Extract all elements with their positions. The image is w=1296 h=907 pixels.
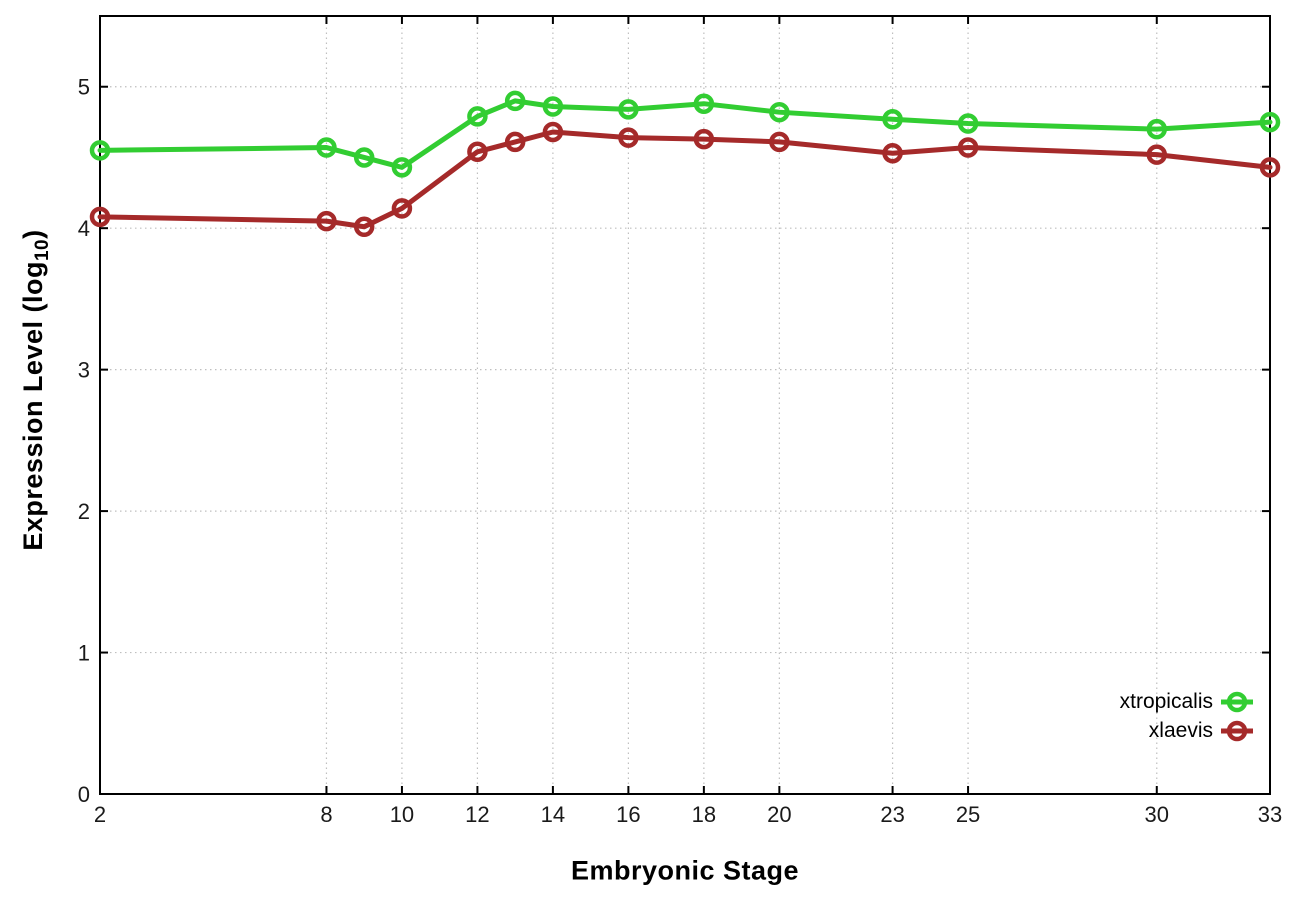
x-tick-label: 12 <box>465 802 489 827</box>
y-axis-title: Expression Level (log10) <box>18 229 54 550</box>
x-tick-label: 23 <box>880 802 904 827</box>
data-point-xlaevis <box>1146 144 1168 165</box>
data-point-xtropicalis <box>1259 111 1281 133</box>
x-tick-label: 25 <box>956 802 980 827</box>
data-point-xtropicalis <box>769 101 790 123</box>
data-point-xlaevis <box>693 128 715 150</box>
y-tick-label: 3 <box>78 358 90 383</box>
y-axis-title-subscript: 10 <box>32 238 53 262</box>
x-tick-label: 30 <box>1145 802 1169 827</box>
x-tick-label: 8 <box>320 802 332 827</box>
data-point-xtropicalis <box>89 140 111 161</box>
x-tick-label: 20 <box>767 802 791 827</box>
data-point-xlaevis <box>618 127 639 148</box>
data-point-xlaevis <box>1259 157 1281 178</box>
legend-marker-point-xlaevis <box>1226 720 1248 742</box>
data-point-xlaevis <box>769 131 790 153</box>
data-point-xtropicalis <box>504 90 526 112</box>
plot-border <box>99 15 1271 795</box>
y-tick-label: 4 <box>78 216 90 241</box>
data-point-xlaevis <box>542 121 564 143</box>
x-tick-label: 2 <box>94 802 106 827</box>
x-tick-label: 16 <box>616 802 640 827</box>
data-point-xlaevis <box>467 141 488 163</box>
y-tick-label: 1 <box>78 641 90 666</box>
data-point-xtropicalis <box>1146 118 1168 140</box>
data-point-xlaevis <box>353 216 375 238</box>
legend-label-xtropicalis: xtropicalis <box>1119 690 1213 713</box>
legend-item-xtropicalis: xtropicalis <box>1120 687 1213 716</box>
data-point-xtropicalis <box>693 93 715 114</box>
y-tick-label: 5 <box>78 75 90 100</box>
y-tick-label: 2 <box>78 499 90 524</box>
legend-item-xlaevis: xlaevis <box>1120 716 1213 745</box>
legend-label-xlaevis: xlaevis <box>1148 719 1213 742</box>
data-point-xtropicalis <box>467 106 488 127</box>
x-tick-label: 14 <box>541 802 565 827</box>
x-tick-label: 10 <box>390 802 414 827</box>
x-tick-label: 18 <box>692 802 716 827</box>
y-axis-title-text: Expression Level (log <box>18 261 48 551</box>
data-point-xtropicalis <box>542 96 564 117</box>
data-point-xtropicalis <box>882 109 903 130</box>
data-point-xtropicalis <box>391 157 413 178</box>
data-point-xlaevis <box>89 206 111 228</box>
legend: xtropicalis xlaevis <box>1120 687 1213 745</box>
data-point-xlaevis <box>316 210 337 232</box>
data-point-xtropicalis <box>316 137 337 158</box>
data-point-xlaevis <box>391 198 413 219</box>
data-point-xlaevis <box>504 131 526 153</box>
data-point-xtropicalis <box>353 147 375 168</box>
x-axis-title: Embryonic Stage <box>570 855 800 886</box>
x-tick-label: 33 <box>1258 802 1282 827</box>
data-point-xlaevis <box>882 142 903 164</box>
y-axis-title-close: ) <box>18 229 48 239</box>
series-line-xtropicalis <box>97 98 1273 170</box>
y-tick-label: 0 <box>78 782 90 807</box>
data-point-xtropicalis <box>618 99 639 120</box>
data-point-xlaevis <box>957 137 979 158</box>
legend-marker-point-xtropicalis <box>1226 691 1248 713</box>
data-point-xtropicalis <box>957 113 979 134</box>
